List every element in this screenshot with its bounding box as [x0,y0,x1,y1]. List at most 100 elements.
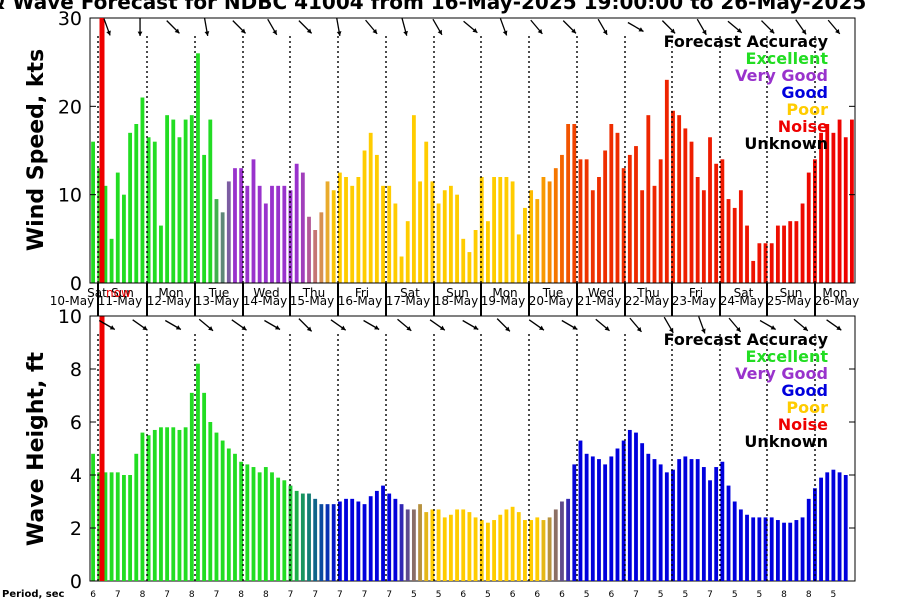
bar [448,185,453,283]
bar [732,207,737,283]
bar [220,212,225,283]
y-tick-label: 0 [70,273,82,295]
bar [430,509,435,581]
day-label: Mon [822,286,847,300]
date-label: 14-May [243,294,287,308]
bar [646,453,651,581]
arrow-head [604,326,610,331]
bar [448,514,453,581]
bar [202,154,207,283]
bar [751,260,756,283]
date-label: 13-May [195,294,239,308]
bar [769,243,774,283]
bar [788,522,793,581]
bar [590,190,595,283]
arrow-head [537,28,543,34]
bar [498,177,503,283]
direction-arrow [103,18,111,36]
bar [794,520,799,581]
direction-arrow [629,317,642,333]
bar [152,141,157,283]
direction-arrow [166,20,180,34]
bar [850,119,854,283]
arrow-head [638,27,644,32]
bar [689,459,694,581]
bar [806,172,811,283]
legend-item: Unknown [744,134,828,153]
bar [535,517,540,581]
bar [634,432,638,581]
direction-arrow [132,319,148,331]
bar [640,190,645,283]
direction-arrow [795,19,807,35]
bar [208,119,213,283]
bar [146,435,151,581]
direction-arrow [232,20,246,34]
bar [479,177,484,283]
period-value: 7 [337,590,343,600]
arrow-head [835,28,840,34]
bar [609,456,614,581]
bar [91,453,95,581]
bar [732,501,737,581]
period-value: 8 [781,590,787,600]
bar [263,203,268,283]
bar [424,512,429,581]
period-value: 5 [485,590,491,600]
bar [442,190,447,283]
arrow-head [735,326,741,332]
bar [418,504,422,581]
period-value: 6 [608,590,614,600]
arrow-head [636,326,642,332]
bar [257,185,262,283]
direction-arrow [298,20,313,34]
bar [763,517,768,581]
date-label: 24-May [720,294,764,308]
bar [486,221,490,283]
bar [152,429,157,581]
direction-arrow [698,316,706,334]
bar [775,520,780,581]
period-value: 7 [288,590,294,600]
arrow-head [801,29,807,35]
arrow-head [204,31,210,36]
direction-arrow [264,319,281,331]
bar [566,124,571,283]
bar [553,168,558,283]
direction-arrow [365,19,378,35]
period-value: 6 [559,590,565,600]
bar [159,225,163,283]
bar [220,440,225,581]
legend-item: Very Good [735,66,828,85]
bar [566,498,571,581]
arrow-head [502,30,508,36]
bar [189,392,194,581]
bar [714,467,719,581]
bar [294,163,299,283]
bar [819,132,823,283]
bar [263,467,268,581]
bar [572,124,577,283]
period-value: 8 [140,590,146,600]
direction-arrow [462,319,479,331]
direction-arrow [663,316,674,334]
arrow-head [668,327,674,333]
date-label: 21-May [577,294,621,308]
date-label: 20-May [529,294,573,308]
legend-item: Poor [786,100,828,119]
bar [374,490,379,581]
day-label: Wed [253,286,279,300]
bar [368,496,373,581]
bar [757,517,762,581]
legend-item: Very Good [735,364,828,383]
date-label: 26-May [815,294,859,308]
bar [300,493,305,581]
date-label: 25-May [767,294,811,308]
arrow-head [472,28,478,33]
bar [825,472,830,581]
period-value: 8 [263,590,269,600]
bar [288,485,293,581]
bar [177,137,182,283]
arrow-head [439,325,445,331]
